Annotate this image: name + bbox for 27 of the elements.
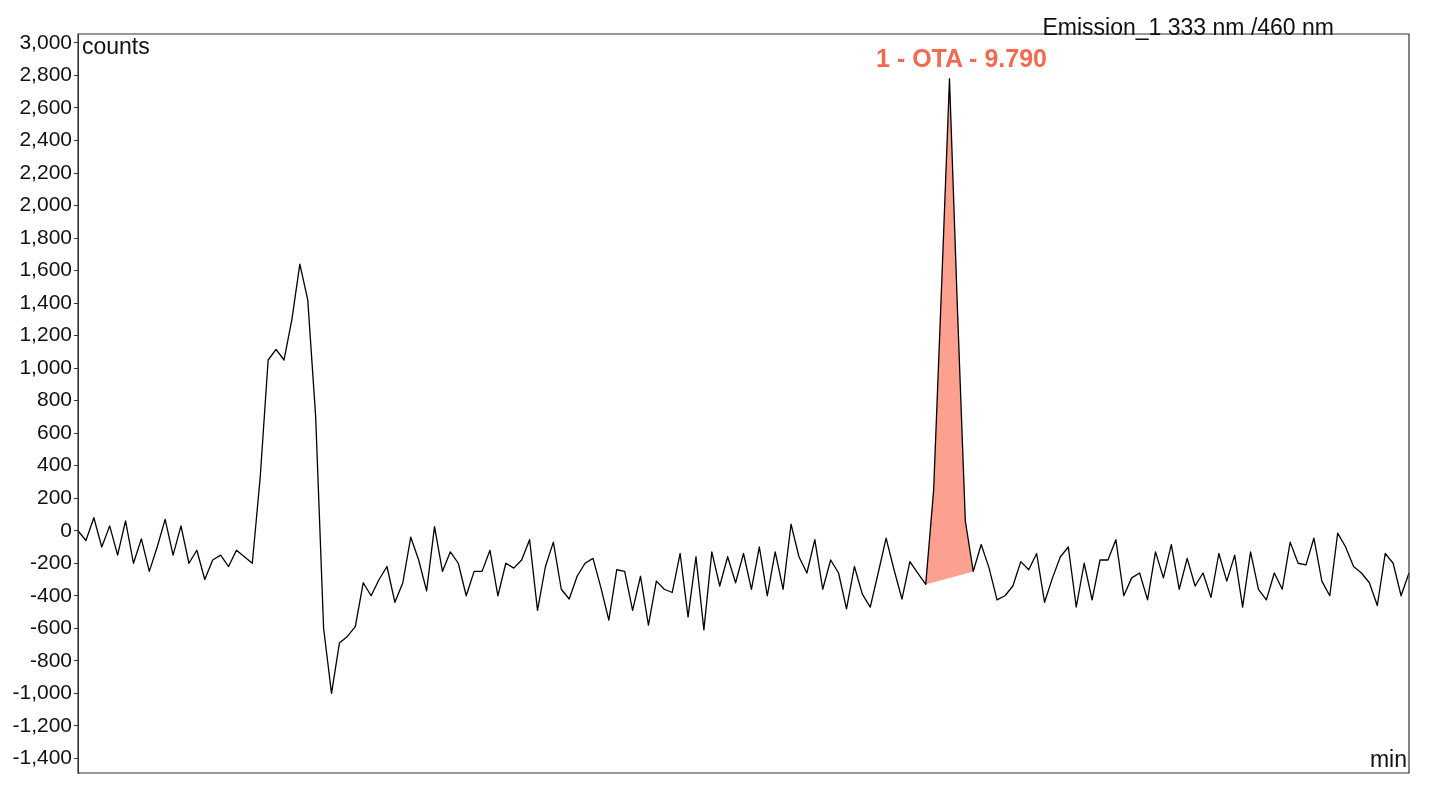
y-tick-label: 2,800 [19, 62, 72, 86]
y-tick-label: 400 [36, 452, 72, 476]
y-tick-label: 1,400 [19, 289, 72, 313]
y-tick-label: 800 [36, 387, 72, 411]
chart-title: Emission_1 333 nm /460 nm [1042, 14, 1334, 41]
y-tick-label: -400 [29, 582, 72, 606]
y-tick-label: 1,600 [19, 257, 72, 281]
y-tick-label: 0 [60, 517, 72, 541]
y-tick-label: 3,000 [19, 29, 72, 53]
y-tick-label: 1,800 [19, 224, 72, 248]
y-tick-label: -600 [29, 615, 72, 639]
x-axis-title: min [1369, 745, 1407, 772]
y-tick-label: 600 [36, 419, 72, 443]
y-tick-label: -1,000 [12, 680, 72, 704]
y-tick-label: 1,200 [19, 322, 72, 346]
y-tick-label: 1,000 [19, 354, 72, 378]
y-tick-label: -200 [29, 550, 72, 574]
y-axis-title: counts [82, 32, 150, 59]
y-tick-label: 2,600 [19, 94, 72, 118]
y-tick-label: -1,400 [12, 745, 72, 769]
y-tick-label: 200 [36, 485, 72, 509]
y-tick-label: 2,200 [19, 159, 72, 183]
y-tick-label: 2,400 [19, 127, 72, 151]
y-tick-label: -1,200 [12, 712, 72, 736]
annotation: 1 - OTA - 9.790 [876, 44, 1047, 73]
y-tick-label: -800 [29, 647, 72, 671]
y-tick-label: 2,000 [19, 192, 72, 216]
